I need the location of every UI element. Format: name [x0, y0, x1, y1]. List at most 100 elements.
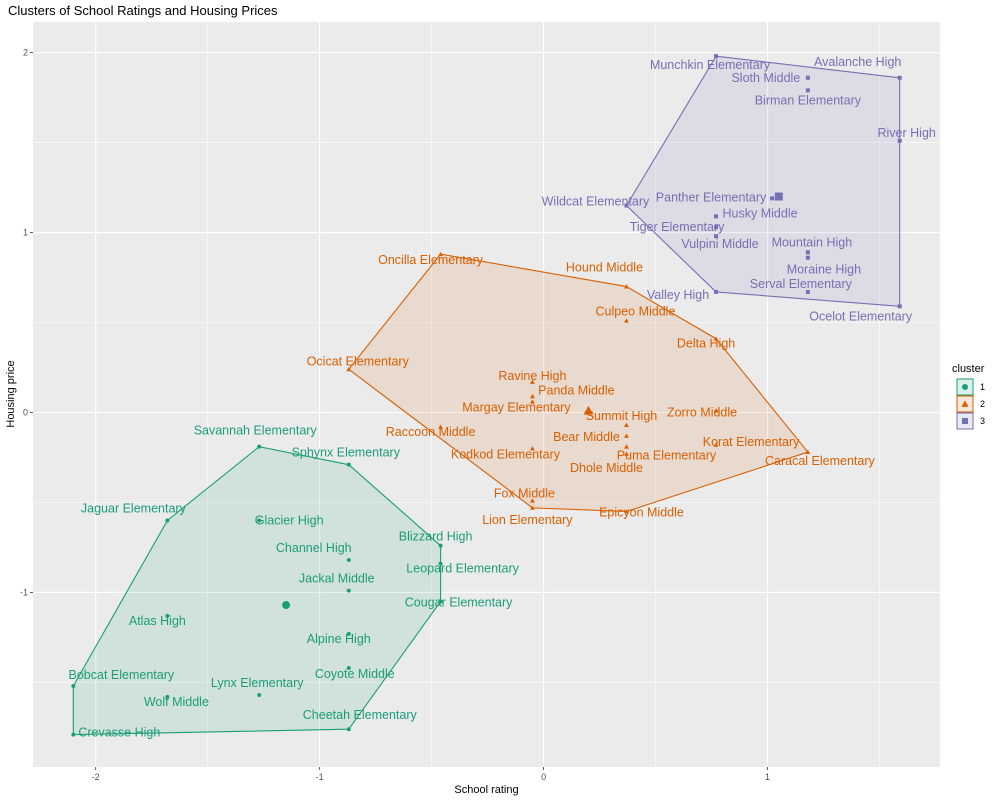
label-panda-middle: Panda Middle: [538, 383, 614, 397]
label-oncilla-elementary: Oncilla Elementary: [378, 253, 484, 267]
label-valley-high: Valley High: [647, 288, 709, 302]
label-delta-high: Delta High: [677, 337, 735, 351]
point-serval-elementary: [805, 289, 810, 294]
grid-lines: [33, 22, 940, 767]
x-tick-label: 1: [765, 772, 770, 782]
label-cougar-elementary: Cougar Elementary: [405, 595, 513, 609]
label-lynx-elementary: Lynx Elementary: [211, 676, 304, 690]
point-ravine-high: [530, 379, 535, 384]
cluster-2-centroid: [583, 405, 594, 415]
legend-label-3: 3: [980, 416, 985, 426]
point-glacier-high: [257, 518, 262, 523]
label-caracal-elementary: Caracal Elementary: [765, 454, 876, 468]
point-ocicat-elementary: [346, 366, 352, 372]
label-korat-elementary: Korat Elementary: [703, 435, 800, 449]
label-mountain-high: Mountain High: [772, 235, 853, 249]
label-serval-elementary: Serval Elementary: [750, 277, 853, 291]
label-munchkin-elementary: Munchkin Elementary: [650, 58, 771, 72]
point-sphynx-elementary: [346, 462, 351, 467]
point-summit-high: [624, 422, 629, 428]
point-atlas-high: [165, 613, 170, 618]
point-margay-elementary: [530, 399, 535, 404]
label-lion-elementary: Lion Elementary: [482, 513, 573, 527]
point-jackal-middle: [346, 588, 351, 593]
point-hound-middle: [624, 284, 629, 289]
plot-panel: [33, 22, 940, 767]
point-birman-elementary: [805, 88, 810, 93]
label-bear-middle: Bear Middle: [553, 430, 620, 444]
point-savannah-elementary: [257, 444, 262, 449]
point-valley-high: [714, 289, 719, 294]
point-wildcat-elementary: [624, 203, 629, 208]
label-jaguar-elementary: Jaguar Elementary: [81, 501, 187, 515]
point-panther-elementary: [770, 196, 775, 201]
point-husky-middle: [714, 214, 719, 219]
label-raccoon-middle: Raccoon Middle: [386, 425, 476, 439]
legend-title: cluster: [952, 363, 985, 375]
label-panther-elementary: Panther Elementary: [656, 190, 767, 204]
point-culpeo-middle: [624, 318, 629, 323]
point-cougar-elementary: [438, 599, 443, 604]
label-channel-high: Channel High: [276, 541, 352, 555]
point-jaguar-elementary: [165, 518, 170, 523]
point-tiger-elementary: [714, 225, 719, 230]
label-margay-elementary: Margay Elementary: [462, 401, 571, 415]
point-river-high: [897, 138, 902, 143]
point-leopard-elementary: [438, 561, 443, 566]
point-moraine-high: [805, 255, 810, 260]
point-coyote-middle: [346, 666, 351, 671]
label-coyote-middle: Coyote Middle: [315, 667, 395, 681]
label-moraine-high: Moraine High: [787, 263, 861, 277]
y-tick-label: 1: [23, 228, 28, 238]
point-puma-elementary: [624, 444, 629, 449]
label-alpine-high: Alpine High: [307, 632, 371, 646]
point-cheetah-elementary: [346, 727, 351, 732]
point-alpine-high: [346, 631, 351, 636]
y-tick-label: -1: [20, 587, 28, 597]
point-delta-high: [713, 336, 719, 341]
label-avalanche-high: Avalanche High: [814, 55, 901, 69]
point-vulpini-middle: [714, 234, 719, 239]
x-tick-label: -1: [316, 772, 324, 782]
point-munchkin-elementary: [714, 54, 719, 59]
label-river-high: River High: [878, 126, 936, 140]
legend-marker-1: [962, 384, 968, 390]
label-summit-high: Summit High: [586, 409, 658, 423]
label-blizzard-high: Blizzard High: [399, 530, 473, 544]
label-culpeo-middle: Culpeo Middle: [596, 305, 676, 319]
label-savannah-elementary: Savannah Elementary: [194, 424, 318, 438]
label-sloth-middle: Sloth Middle: [731, 71, 800, 85]
label-sphynx-elementary: Sphynx Elementary: [292, 446, 401, 460]
label-ravine-high: Ravine High: [498, 369, 566, 383]
point-korat-elementary: [713, 442, 719, 447]
label-leopard-elementary: Leopard Elementary: [406, 562, 519, 576]
axes: -2 -1 0 1 -1 0 1 2: [20, 48, 770, 782]
data-points: [71, 54, 902, 737]
legend: cluster 1 2 3: [952, 363, 985, 430]
point-lion-elementary: [530, 505, 535, 510]
legend-label-1: 1: [980, 382, 985, 392]
point-sloth-middle: [805, 75, 810, 80]
label-birman-elementary: Birman Elementary: [755, 93, 862, 107]
chart-title: Clusters of School Ratings and Housing P…: [8, 3, 278, 18]
point-caracal-elementary: [805, 449, 811, 455]
point-avalanche-high: [897, 75, 902, 80]
label-epicyon-middle: Epicyon Middle: [599, 505, 684, 519]
point-lynx-elementary: [257, 693, 262, 698]
cluster-3-hull: [625, 55, 901, 307]
point-bear-middle: [624, 433, 629, 438]
label-fox-middle: Fox Middle: [494, 487, 555, 501]
point-epicyon-middle: [624, 509, 629, 514]
point-panda-middle: [530, 393, 535, 399]
label-wolf-middle: Wolf Middle: [144, 695, 209, 709]
label-puma-elementary: Puma Elementary: [617, 449, 717, 463]
label-vulpini-middle: Vulpini Middle: [681, 237, 758, 251]
point-mountain-high: [805, 250, 810, 255]
legend-marker-2: [961, 400, 969, 407]
x-tick-label: 0: [541, 772, 546, 782]
point-channel-high: [346, 558, 351, 563]
label-dhole-middle: Dhole Middle: [570, 461, 643, 475]
label-husky-middle: Husky Middle: [723, 206, 798, 220]
label-bobcat-elementary: Bobcat Elementary: [69, 668, 175, 682]
